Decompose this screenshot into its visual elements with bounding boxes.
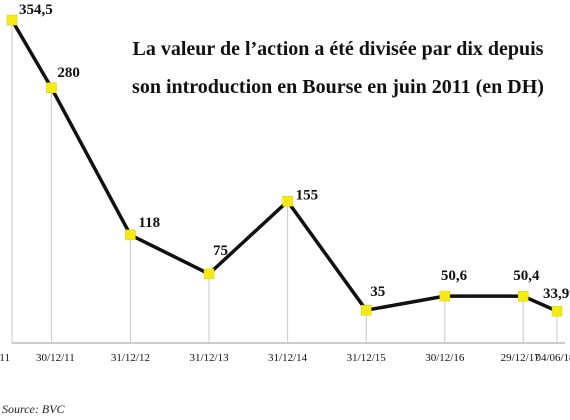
vertical-guides [11, 20, 558, 343]
data-point-3 [203, 268, 215, 280]
data-point-4 [282, 196, 293, 207]
value-label-2: 118 [138, 215, 160, 231]
series-line-group [10, 19, 558, 313]
x-tick-label-4: 31/12/14 [268, 352, 308, 364]
chart-axes [11, 18, 565, 344]
value-label-8: 33,99 [543, 286, 570, 302]
value-label-5: 35 [370, 284, 385, 300]
x-tick-label-8: 04/06/18 [535, 352, 570, 364]
value-label-4: 155 [296, 187, 319, 203]
chart-title-line-2: son introduction en Bourse en juin 2011 … [132, 76, 544, 98]
x-tick-label-3: 31/12/13 [189, 352, 229, 364]
x-tick-label-2: 31/12/12 [111, 352, 150, 364]
value-label-0: 354,5 [19, 2, 53, 18]
x-tick-label-7: 29/12/17 [501, 352, 541, 364]
value-labels: 354,5 280 118 75 155 35 50,6 50,433,99 [19, 2, 570, 302]
data-point-0 [6, 14, 18, 26]
x-tick-label-5: 31/12/15 [347, 352, 387, 364]
series-line [10, 19, 558, 313]
data-points [6, 14, 563, 317]
data-point-1 [46, 82, 57, 94]
data-point-6 [439, 290, 451, 302]
data-point-8 [551, 305, 563, 317]
x-tick-labels: 30/06/11 30/12/11 31/12/12 31/12/13 31/12/14… [0, 352, 570, 364]
data-point-5 [360, 304, 372, 316]
value-label-1: 280 [57, 65, 80, 81]
x-tick-label-0: 30/06/11 [0, 352, 10, 364]
data-point-2 [125, 229, 136, 241]
value-label-6: 50,6 [441, 268, 468, 284]
data-point-7 [517, 290, 529, 302]
x-tick-label-1: 30/12/11 [36, 352, 75, 364]
x-tick-label-6: 30/12/16 [425, 352, 465, 364]
value-label-7: 50,4 [513, 268, 540, 284]
chart-title-line-1: La valeur de l’action a été divisée par … [133, 38, 544, 60]
value-label-3: 75 [213, 243, 228, 259]
source-note: Source: BVC [2, 402, 66, 416]
